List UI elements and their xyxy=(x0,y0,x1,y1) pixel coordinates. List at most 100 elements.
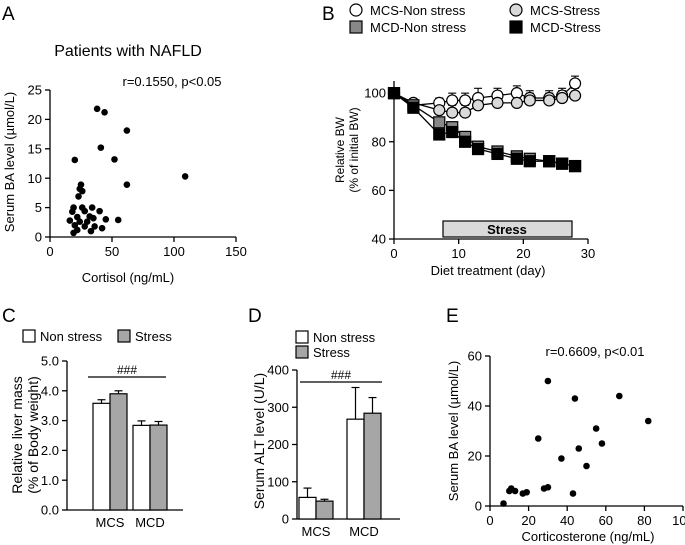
panel-d-bar: D Non stress Stress Serum ALT level (U/L… xyxy=(248,306,400,539)
panel-e-y-tick-label: 0 xyxy=(475,499,482,514)
panel-e-x-tick-label: 0 xyxy=(486,513,493,528)
data-point xyxy=(69,208,76,216)
data-point xyxy=(93,105,101,113)
data-point xyxy=(181,173,189,180)
bar-non-stress-mcs xyxy=(92,402,111,511)
panel-c-y-tick-label: 2.0 xyxy=(41,443,59,458)
panel-b-ylabel-line2: (% of initial BW) xyxy=(347,107,361,192)
point-mcs-stress xyxy=(459,106,472,119)
bar-non-stress-mcs xyxy=(298,496,317,520)
data-point xyxy=(91,223,98,230)
legend-label-c-stress: Stress xyxy=(135,329,172,344)
panel-a-x-tick-label: 100 xyxy=(163,244,185,259)
panel-a-annotation: r=0.1550, p<0.05 xyxy=(122,74,221,89)
point-mcd-stress xyxy=(459,135,472,148)
panel-e-y-tick-label: 60 xyxy=(468,349,482,364)
panel-d-y-tick-label: 400 xyxy=(267,363,289,378)
legend-b: MCS-Non stress MCS-Stress MCD-Non stress… xyxy=(349,3,601,35)
bar-non-stress-mcd xyxy=(346,418,365,520)
point-mcd-stress xyxy=(387,87,401,100)
legend-label-mcd-stress: MCD-Stress xyxy=(530,20,601,35)
panel-a-x-tick-label: 150 xyxy=(225,244,247,259)
point-mcd-stress xyxy=(523,155,536,168)
panel-c-bar: C Non stress Stress Relative liver mass … xyxy=(2,306,183,530)
legend-marker-c-stress xyxy=(117,329,131,343)
panel-e-xlabel: Corticosterone (ng/mL) xyxy=(522,529,655,544)
panel-c-y-tick-label: 1.0 xyxy=(41,473,59,488)
point-mcd-stress xyxy=(568,159,582,173)
panel-e-x-tick-label: 60 xyxy=(599,513,613,528)
legend-marker-d-stress xyxy=(295,345,309,359)
point-mcd-stress xyxy=(471,142,485,156)
point-mcd-stress xyxy=(491,147,504,161)
category-label-mcs: MCS xyxy=(302,524,331,539)
data-point xyxy=(523,488,530,496)
panel-b-y-tick-label: 60 xyxy=(372,183,386,198)
panel-c-y-tick-label: 5.0 xyxy=(41,354,59,369)
panel-e-x-tick-label: 20 xyxy=(521,513,535,528)
bar-stress-mcd xyxy=(149,424,168,511)
point-mcd-stress xyxy=(556,157,569,170)
category-label-mcd: MCD xyxy=(135,515,165,530)
data-point xyxy=(71,156,79,164)
panel-b-x-tick-label: 0 xyxy=(390,246,397,261)
panel-a-y-tick-label: 5 xyxy=(35,200,42,215)
data-point xyxy=(88,204,96,211)
legend-label-mcs-stress: MCS-Stress xyxy=(530,3,601,18)
bar-stress-mcs xyxy=(315,500,334,520)
data-point xyxy=(75,193,82,200)
data-point xyxy=(111,156,118,163)
point-mcd-stress xyxy=(510,152,523,165)
panel-b-line: B MCS-Non stress MCS-Stress MCD-Non stre… xyxy=(322,3,601,278)
data-point xyxy=(81,207,89,215)
panel-e-x-tick-label: 80 xyxy=(637,513,651,528)
point-mcs-non-stress xyxy=(459,94,472,107)
panel-e-x-tick-label: 100 xyxy=(672,513,685,528)
stress-period-bar xyxy=(442,220,573,238)
panel-d-y-tick-label: 100 xyxy=(267,474,289,489)
panel-a-scatter: A Patients with NAFLD r=0.1550, p<0.05 S… xyxy=(2,4,247,285)
data-point xyxy=(571,395,579,402)
point-mcs-non-stress xyxy=(568,77,582,90)
data-point xyxy=(76,218,84,226)
panel-e-annotation: r=0.6609, p<0.01 xyxy=(545,344,644,359)
panel-a-x-tick-label: 0 xyxy=(46,244,53,259)
point-mcd-stress xyxy=(543,155,556,168)
data-point xyxy=(102,216,110,223)
point-mcd-stress xyxy=(407,101,420,114)
data-point xyxy=(583,462,590,470)
panel-b-x-tick-label: 20 xyxy=(516,246,530,261)
panel-d-y-tick-label: 0 xyxy=(282,512,289,527)
data-point xyxy=(123,181,131,188)
point-mcs-stress xyxy=(568,89,582,102)
panel-c-ylabel-line1: Relative liver mass xyxy=(9,376,25,493)
legend-label-mcs-non-stress: MCS-Non stress xyxy=(370,3,466,18)
panel-a-y-tick-label: 25 xyxy=(28,83,42,98)
significance-mark: ### xyxy=(331,368,351,382)
data-point xyxy=(500,500,507,507)
point-mcd-non-stress xyxy=(433,116,446,129)
point-mcs-stress xyxy=(446,106,459,119)
panel-c-y-tick-label: 4.0 xyxy=(41,383,59,398)
panel-label-b: B xyxy=(322,4,335,25)
legend-marker-c-non-stress xyxy=(22,329,36,343)
data-point xyxy=(123,127,131,134)
significance-mark: ### xyxy=(117,363,137,377)
data-point xyxy=(101,109,108,116)
panel-a-ylabel: Serum BA level (µmol/L) xyxy=(2,92,17,232)
panel-label-c: C xyxy=(2,306,16,327)
data-point xyxy=(81,223,89,230)
panel-a-y-tick-label: 0 xyxy=(35,230,42,245)
panel-e-ylabel: Serum BA level (µmol/L) xyxy=(446,361,461,501)
data-point xyxy=(616,392,623,400)
point-mcs-stress xyxy=(523,94,536,107)
panel-label-e: E xyxy=(446,306,459,327)
panel-label-a: A xyxy=(2,4,15,25)
panel-a-y-tick-label: 15 xyxy=(28,141,42,156)
point-mcs-stress xyxy=(556,91,569,105)
data-point xyxy=(644,417,652,425)
data-point xyxy=(511,487,519,495)
point-mcs-stress xyxy=(471,99,485,112)
panel-a-y-tick-label: 20 xyxy=(28,112,42,127)
